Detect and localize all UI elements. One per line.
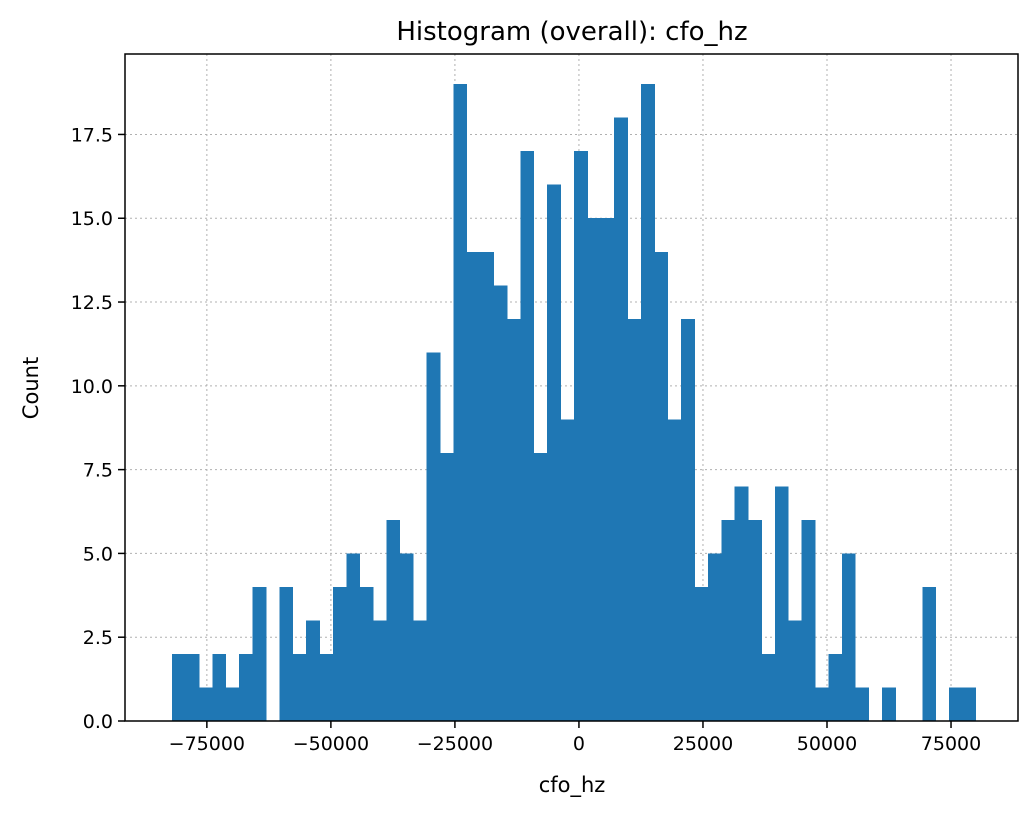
chart-title: Histogram (overall): cfo_hz [396, 17, 747, 47]
histogram-bar [962, 687, 977, 721]
histogram-bar [681, 318, 695, 721]
histogram-bar [346, 553, 361, 721]
y-tick-label: 12.5 [71, 292, 113, 314]
histogram-bar [841, 553, 856, 721]
histogram-bar [922, 586, 937, 721]
histogram-bar [761, 653, 776, 721]
y-tick-label: 0.0 [83, 711, 113, 733]
histogram-bar [413, 620, 428, 721]
x-tick-label: −50000 [293, 733, 369, 755]
histogram-bar [533, 452, 548, 721]
histogram-bar [426, 352, 441, 721]
histogram-bar [332, 586, 347, 721]
histogram-bar [185, 653, 200, 721]
plot-frame [124, 53, 1019, 722]
x-tick-label: 75000 [921, 733, 981, 755]
histogram-bar [507, 318, 521, 721]
x-tick-label: 50000 [797, 733, 857, 755]
histogram-bar [600, 218, 615, 721]
histogram-bar [480, 251, 495, 721]
histogram-bar [815, 687, 829, 721]
x-tick-label: 25000 [673, 733, 733, 755]
histogram-bar [466, 251, 481, 721]
histogram-bar [225, 687, 240, 721]
histogram-bar [373, 620, 387, 721]
histogram-bar [882, 687, 896, 721]
histogram-bar [855, 687, 870, 721]
histogram-bar [828, 653, 843, 721]
histogram-bar [774, 486, 789, 721]
y-axis-ticks: 0.0 2.5 5.0 7.5 10.0 12.5 15.0 17.5 [71, 124, 125, 733]
histogram-bar [399, 553, 414, 721]
x-axis-label: cfo_hz [539, 773, 606, 798]
y-axis-label: Count [19, 357, 43, 419]
histogram-bar [694, 586, 709, 721]
histogram-bar [386, 519, 401, 721]
histogram-bar [734, 486, 749, 721]
histogram-bar [707, 553, 722, 721]
y-tick-label: 7.5 [83, 460, 113, 482]
histogram-bar [319, 653, 334, 721]
histogram-bar [587, 218, 602, 721]
x-tick-label: −75000 [169, 733, 245, 755]
x-tick-label: 0 [573, 733, 585, 755]
histogram-bar [520, 151, 535, 722]
histogram-bar [801, 519, 816, 721]
histogram-bar [748, 519, 762, 721]
histogram-bar [493, 285, 508, 721]
histogram-bar [172, 653, 186, 721]
histogram-bar [640, 84, 655, 721]
y-tick-label: 15.0 [71, 208, 113, 230]
histogram-bar [453, 84, 468, 721]
histogram-bar [667, 419, 682, 721]
histogram-bar [198, 687, 213, 721]
histogram-bar [359, 586, 374, 721]
histogram-bars [172, 84, 977, 722]
histogram-bar [306, 620, 320, 721]
histogram-bar [654, 251, 669, 721]
histogram-bar [252, 586, 267, 721]
y-tick-label: 5.0 [83, 543, 113, 565]
histogram-bar [440, 452, 454, 721]
histogram-bar [292, 653, 307, 721]
histogram-bar [239, 653, 253, 721]
y-tick-label: 17.5 [71, 124, 113, 146]
histogram-bar [560, 419, 575, 721]
histogram-bar [627, 318, 642, 721]
histogram-bar [614, 117, 628, 722]
histogram-bar [949, 687, 963, 721]
x-tick-label: −25000 [417, 733, 493, 755]
histogram-bar [547, 184, 561, 721]
histogram-bar [721, 519, 736, 721]
histogram-bar [788, 620, 803, 721]
histogram-bar [573, 151, 588, 722]
y-tick-label: 10.0 [71, 376, 113, 398]
x-axis-ticks: −75000 −50000 −25000 0 25000 50000 75000 [169, 721, 981, 755]
histogram-bar [212, 653, 227, 721]
histogram-bar [279, 586, 294, 721]
y-tick-label: 2.5 [83, 627, 113, 649]
